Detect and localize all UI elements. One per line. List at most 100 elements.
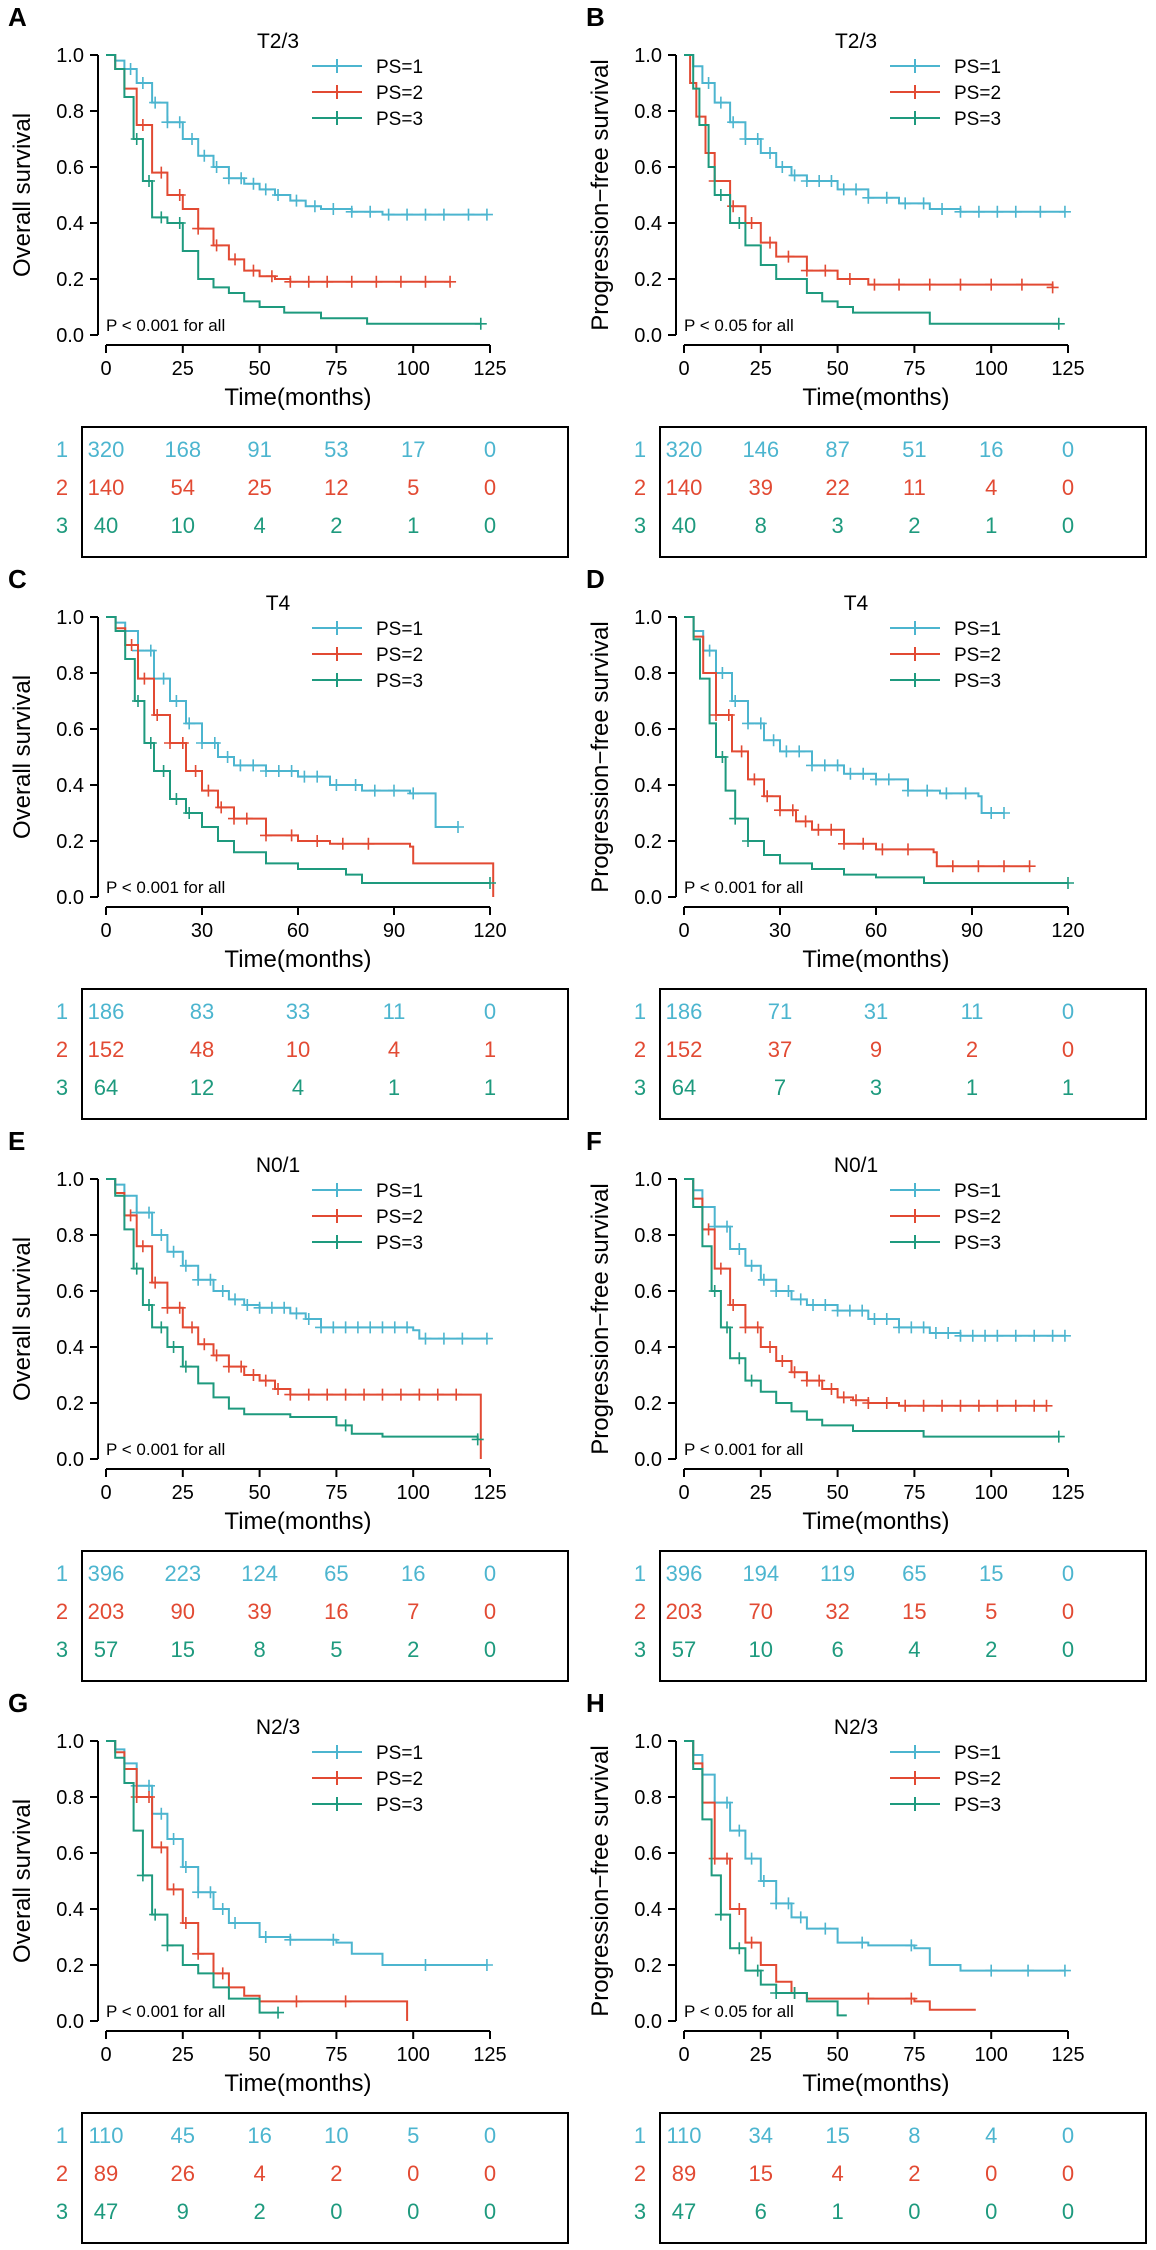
- risk-count: 4: [388, 1037, 400, 1062]
- censor-mark-ps1: [278, 1301, 291, 1314]
- legend-label-ps2: PS=2: [954, 645, 1001, 666]
- risk-count: 51: [902, 437, 926, 462]
- survival-curve-ps3: [684, 1740, 847, 2017]
- censor-mark-ps2: [125, 639, 138, 651]
- censor-mark-ps1: [893, 1321, 906, 1334]
- risk-count: 4: [985, 475, 997, 500]
- risk-row-label: 2: [634, 1599, 646, 1624]
- x-tick-label: 0: [678, 1482, 689, 1504]
- censor-mark-ps1: [157, 672, 170, 685]
- risk-count: 48: [190, 1037, 214, 1062]
- risk-count: 39: [247, 1599, 271, 1624]
- p-value: P < 0.001 for all: [106, 878, 225, 897]
- censor-mark-ps1: [742, 717, 754, 730]
- risk-count: 2: [253, 2199, 265, 2224]
- risk-count: 2: [407, 1637, 419, 1662]
- legend-label-ps1: PS=1: [376, 619, 423, 640]
- censor-mark-ps2: [198, 1338, 211, 1351]
- risk-count: 6: [755, 2199, 767, 2224]
- risk-count: 53: [324, 437, 348, 462]
- censor-mark-ps2: [917, 1399, 930, 1412]
- risk-count: 0: [484, 2199, 496, 2224]
- y-tick-label: 0.4: [56, 775, 84, 797]
- x-tick-label: 125: [473, 1482, 506, 1504]
- censor-mark-ps2: [812, 823, 825, 836]
- y-tick-label: 0.0: [56, 887, 84, 909]
- risk-count: 5: [407, 475, 419, 500]
- risk-count: 140: [666, 475, 703, 500]
- x-tick-label: 25: [172, 358, 194, 380]
- risk-count: 1: [484, 1075, 496, 1100]
- censor-mark-ps2: [189, 765, 202, 777]
- panel-b: BT2/30.00.20.40.60.81.00 25 50 75 100 125Time…: [586, 2, 1147, 558]
- censor-mark-ps1: [247, 177, 260, 190]
- censor-mark-ps1: [401, 208, 414, 221]
- censor-mark-ps3: [721, 1321, 734, 1334]
- risk-count: 87: [825, 437, 849, 462]
- risk-row-label: 3: [56, 2199, 68, 2224]
- censor-mark-ps3: [272, 2006, 285, 2019]
- risk-count: 4: [831, 2161, 843, 2186]
- risk-count: 119: [820, 1561, 855, 1586]
- censor-mark-ps2: [285, 829, 298, 842]
- legend-label-ps1: PS=1: [376, 1743, 423, 1764]
- legend-label-ps3: PS=3: [376, 671, 423, 692]
- risk-row-label: 3: [56, 513, 68, 538]
- risk-count: 12: [190, 1075, 214, 1100]
- censor-mark-ps1: [345, 205, 358, 218]
- y-tick-label: 1.0: [634, 607, 662, 629]
- risk-count: 5: [407, 2123, 419, 2148]
- risk-table-box: [81, 2112, 569, 2244]
- censor-mark-ps1: [745, 1259, 758, 1272]
- censor-mark-ps3: [143, 175, 156, 187]
- censor-mark-ps2: [782, 250, 795, 263]
- censor-mark-ps2: [228, 812, 240, 825]
- survival-curve-ps1: [106, 54, 487, 216]
- risk-count: 0: [484, 1561, 496, 1586]
- censor-mark-ps1: [327, 1321, 340, 1334]
- risk-count: 0: [1062, 437, 1074, 462]
- censor-mark-ps1: [290, 194, 303, 207]
- risk-count: 0: [1062, 1637, 1074, 1662]
- risk-count: 10: [286, 1037, 310, 1062]
- censor-mark-ps2: [721, 1852, 734, 1865]
- x-tick-label: 125: [1051, 2044, 1084, 2066]
- y-tick-label: 0.4: [56, 1899, 84, 1921]
- risk-count: 0: [484, 2161, 496, 2186]
- censor-mark-ps1: [204, 1886, 217, 1899]
- risk-count: 3: [870, 1075, 882, 1100]
- survival-curve-ps2: [106, 616, 495, 897]
- legend-label-ps2: PS=2: [954, 1769, 1001, 1790]
- censor-mark-ps1: [298, 770, 311, 783]
- censor-mark-ps3: [143, 1299, 156, 1311]
- risk-row-label: 2: [634, 475, 646, 500]
- censor-mark-ps1: [831, 1304, 844, 1317]
- y-axis-label: Progression−free survival: [587, 621, 614, 892]
- censor-mark-ps1: [818, 759, 831, 772]
- censor-mark-ps1: [382, 208, 395, 221]
- x-tick-label: 60: [865, 920, 887, 942]
- censor-mark-ps2: [265, 270, 278, 283]
- risk-count: 186: [666, 999, 703, 1024]
- censor-mark-ps1: [235, 172, 248, 185]
- x-tick-label: 100: [975, 2044, 1008, 2066]
- censor-mark-ps2: [240, 812, 253, 825]
- censor-mark-ps2: [905, 1992, 918, 2005]
- censor-mark-ps3: [183, 807, 196, 819]
- censor-mark-ps1: [905, 1321, 918, 1334]
- censor-mark-ps1: [770, 1897, 783, 1910]
- censor-mark-ps1: [794, 1293, 807, 1306]
- survival-curve-ps3: [684, 54, 1059, 325]
- x-axis-label: Time(months): [224, 2070, 371, 2097]
- censor-mark-ps2: [733, 1903, 746, 1915]
- risk-count: 2: [908, 513, 920, 538]
- censor-mark-ps2: [290, 1995, 303, 2008]
- censor-mark-ps1: [917, 197, 930, 210]
- risk-count: 396: [88, 1561, 125, 1586]
- censor-mark-ps2: [272, 1383, 285, 1395]
- censor-mark-ps1: [857, 767, 870, 780]
- risk-row-label: 2: [56, 475, 68, 500]
- legend-label-ps3: PS=3: [954, 109, 1001, 130]
- censor-mark-ps2: [751, 1321, 764, 1334]
